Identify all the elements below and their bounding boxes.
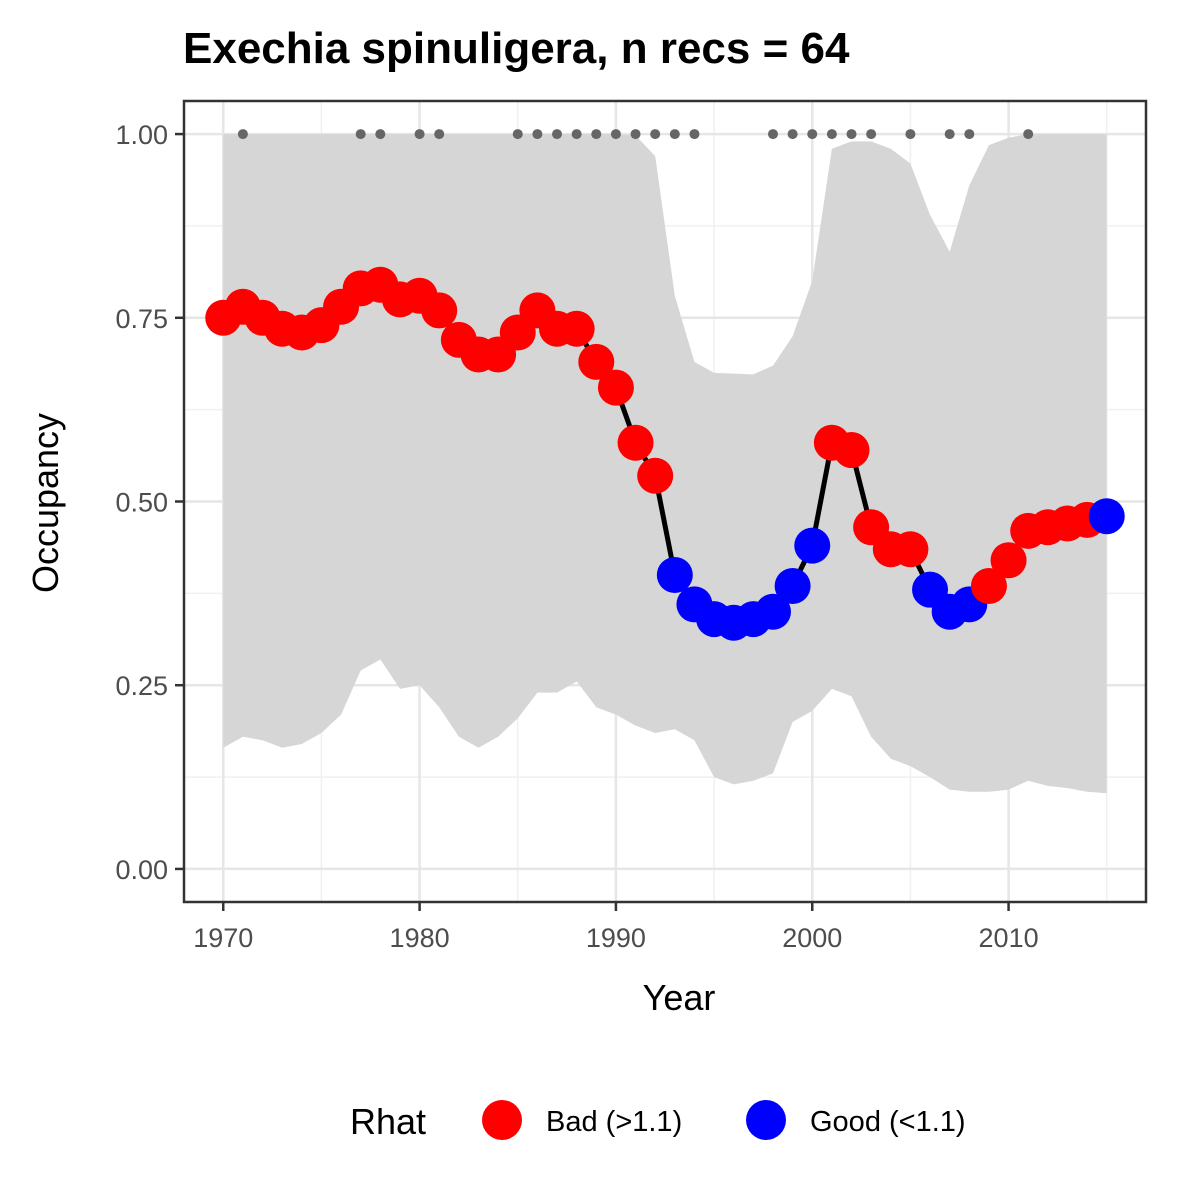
occupancy-point bbox=[617, 424, 654, 461]
record-dot bbox=[866, 129, 877, 140]
occupancy-point bbox=[970, 568, 1007, 605]
record-dot bbox=[826, 129, 837, 140]
record-dot bbox=[669, 129, 680, 140]
record-dot bbox=[355, 129, 366, 140]
record-dot bbox=[787, 129, 798, 140]
x-tick-label: 2010 bbox=[979, 923, 1039, 953]
occupancy-point bbox=[421, 292, 458, 329]
record-dot bbox=[964, 129, 975, 140]
record-dot bbox=[571, 129, 582, 140]
y-tick-label: 0.25 bbox=[115, 671, 168, 701]
legend-key-bad bbox=[482, 1100, 522, 1140]
y-axis: 0.00 0.25 0.50 0.75 1.00 bbox=[115, 120, 184, 885]
record-dot bbox=[650, 129, 661, 140]
x-tick-label: 1990 bbox=[586, 923, 646, 953]
occupancy-point bbox=[754, 593, 791, 630]
record-dot bbox=[237, 129, 248, 140]
y-tick-label: 0.50 bbox=[115, 488, 168, 518]
record-dot bbox=[630, 129, 641, 140]
x-axis-title: Year bbox=[643, 977, 716, 1018]
record-dot bbox=[375, 129, 386, 140]
occupancy-point bbox=[892, 531, 929, 568]
x-axis: 1970 1980 1990 2000 2010 bbox=[193, 902, 1039, 953]
y-axis-title: Occupancy bbox=[25, 413, 66, 593]
record-dot bbox=[689, 129, 700, 140]
x-tick-label: 1980 bbox=[390, 923, 450, 953]
record-dot bbox=[512, 129, 523, 140]
record-dot bbox=[905, 129, 916, 140]
record-dot bbox=[610, 129, 621, 140]
legend-label-good: Good (<1.1) bbox=[810, 1106, 966, 1138]
occupancy-point bbox=[656, 556, 693, 593]
record-dot bbox=[591, 129, 602, 140]
y-tick-label: 0.00 bbox=[115, 855, 168, 885]
occupancy-point bbox=[597, 369, 634, 406]
legend: Rhat Bad (>1.1) Good (<1.1) bbox=[350, 1100, 966, 1142]
legend-label-bad: Bad (>1.1) bbox=[546, 1106, 682, 1138]
y-tick-label: 0.75 bbox=[115, 304, 168, 334]
record-dot bbox=[532, 129, 543, 140]
occupancy-point bbox=[558, 310, 595, 347]
record-dot bbox=[1023, 129, 1034, 140]
occupancy-point bbox=[774, 568, 811, 605]
record-dot bbox=[944, 129, 955, 140]
record-dot bbox=[414, 129, 425, 140]
record-dot bbox=[846, 129, 857, 140]
occupancy-point bbox=[1088, 498, 1125, 535]
occupancy-point bbox=[637, 457, 674, 494]
record-dot bbox=[552, 129, 563, 140]
x-tick-label: 2000 bbox=[782, 923, 842, 953]
occupancy-point bbox=[990, 542, 1027, 579]
occupancy-point bbox=[833, 432, 870, 469]
record-dot bbox=[434, 129, 445, 140]
occupancy-point bbox=[578, 343, 615, 380]
y-tick-label: 1.00 bbox=[115, 120, 168, 150]
record-dots-layer bbox=[237, 129, 1034, 140]
occupancy-point bbox=[794, 527, 831, 564]
record-dot bbox=[807, 129, 818, 140]
record-dot bbox=[767, 129, 778, 140]
legend-key-good bbox=[746, 1100, 786, 1140]
legend-title: Rhat bbox=[350, 1101, 426, 1142]
x-tick-label: 1970 bbox=[193, 923, 253, 953]
chart-title: Exechia spinuligera, n recs = 64 bbox=[183, 24, 850, 73]
occupancy-points-layer bbox=[205, 266, 1125, 641]
